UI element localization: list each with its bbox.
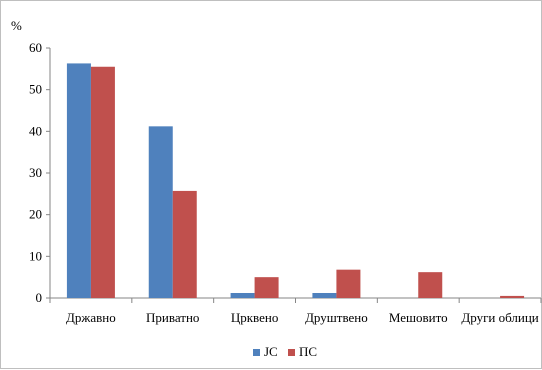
- bar-js: [230, 293, 255, 298]
- x-tick-label: Државно: [66, 310, 116, 325]
- y-tick-label: 0: [36, 290, 43, 305]
- bar-ps: [418, 272, 443, 298]
- bars: [66, 63, 525, 298]
- y-tick-label: 20: [29, 207, 42, 222]
- bar-js: [66, 63, 91, 298]
- x-axis: Државно Приватно Црквено Друштвено Мешовито Д…: [49, 297, 542, 325]
- legend-swatch: [288, 349, 295, 356]
- y-axis-label: %: [11, 18, 22, 33]
- x-tick-label: Црквено: [231, 310, 279, 325]
- y-axis: 0 10 20 30 40 50 60: [29, 40, 51, 305]
- bar-ps: [254, 277, 279, 298]
- y-tick-label: 60: [29, 40, 42, 55]
- bar-ps: [172, 190, 197, 298]
- bar-js: [312, 293, 337, 298]
- bar-ps: [90, 66, 115, 298]
- y-tick-label: 50: [29, 82, 42, 97]
- y-tick-label: 40: [29, 123, 42, 138]
- bar-ps: [336, 269, 361, 298]
- bar-ps: [500, 295, 525, 298]
- x-tick-label: Друштвено: [305, 310, 368, 325]
- y-tick-label: 10: [29, 248, 42, 263]
- legend: ЈС ПС: [253, 344, 317, 359]
- legend-swatch: [253, 349, 260, 356]
- x-tick-label: Други облици: [461, 310, 538, 325]
- legend-label: ПС: [299, 344, 317, 359]
- x-tick-label: Мешовито: [389, 310, 448, 325]
- bar-js: [148, 126, 173, 298]
- x-tick-label: Приватно: [146, 310, 199, 325]
- y-tick-label: 30: [29, 165, 42, 180]
- legend-label: ЈС: [264, 344, 278, 359]
